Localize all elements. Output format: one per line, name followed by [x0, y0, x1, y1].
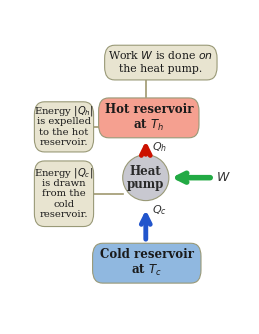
FancyBboxPatch shape	[93, 243, 201, 283]
Text: the heat pump.: the heat pump.	[119, 64, 203, 74]
Text: reservoir.: reservoir.	[40, 138, 88, 147]
FancyBboxPatch shape	[34, 161, 93, 226]
Text: is drawn: is drawn	[42, 179, 86, 188]
Text: Energy $|Q_c|$: Energy $|Q_c|$	[34, 166, 93, 180]
Text: reservoir.: reservoir.	[40, 210, 88, 219]
FancyBboxPatch shape	[105, 45, 217, 80]
Text: Work $\it{W}$ is done $\it{on}$: Work $\it{W}$ is done $\it{on}$	[108, 49, 213, 61]
Text: $Q_h$: $Q_h$	[152, 140, 167, 154]
Text: Heat: Heat	[130, 165, 162, 178]
FancyBboxPatch shape	[34, 102, 93, 152]
Text: from the: from the	[42, 189, 86, 198]
Text: at $\it{T}_h$: at $\it{T}_h$	[133, 118, 164, 133]
FancyBboxPatch shape	[99, 98, 199, 138]
Text: Cold reservoir: Cold reservoir	[100, 248, 194, 262]
Text: Energy $|Q_h|$: Energy $|Q_h|$	[34, 105, 94, 119]
Text: $Q_c$: $Q_c$	[152, 203, 167, 217]
Text: cold: cold	[53, 199, 75, 208]
Text: at $\it{T}_c$: at $\it{T}_c$	[131, 263, 162, 279]
Ellipse shape	[123, 155, 169, 201]
Text: is expelled: is expelled	[37, 117, 91, 126]
Text: to the hot: to the hot	[39, 128, 89, 137]
Text: $\it{W}$: $\it{W}$	[216, 171, 231, 184]
Text: Hot reservoir: Hot reservoir	[105, 103, 193, 116]
Text: pump: pump	[127, 178, 164, 191]
